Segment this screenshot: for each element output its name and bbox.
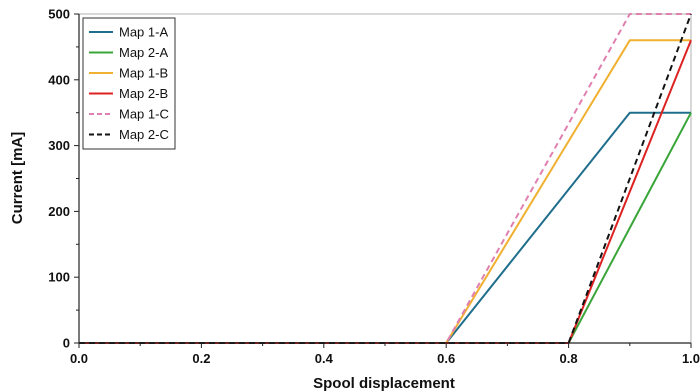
legend-label: Map 2-C — [119, 127, 169, 142]
y-tick-label: 200 — [48, 204, 70, 219]
legend-label: Map 1-B — [119, 66, 168, 81]
plot-frame — [78, 13, 692, 344]
y-tick-label: 300 — [48, 138, 70, 153]
legend-label: Map 1-A — [119, 25, 168, 40]
x-tick-label: 0.2 — [192, 351, 210, 366]
legend: Map 1-A Map 2-A Map 1-B Map 2-B Map 1-C Map 2… — [82, 17, 176, 150]
legend-box — [82, 17, 176, 150]
plot-area — [78, 13, 692, 344]
x-tick-label: 1.0 — [682, 351, 700, 366]
x-tick-label: 0.4 — [315, 351, 334, 366]
y-tick-label: 0 — [63, 336, 70, 351]
x-axis-label: Spool displacement — [313, 375, 455, 392]
legend-label: Map 2-B — [119, 86, 168, 101]
ticks: 0.0 0.2 0.4 0.6 0.8 1.0 0 100 200 300 400 500 — [48, 7, 700, 367]
x-tick-label: 0.6 — [437, 351, 455, 366]
y-axis-label: Current [mA] — [9, 132, 26, 225]
y-tick-label: 400 — [48, 72, 70, 87]
y-tick-label: 100 — [48, 270, 70, 285]
legend-label: Map 2-A — [119, 45, 168, 60]
x-tick-label: 0.8 — [560, 351, 578, 366]
y-tick-label: 500 — [48, 7, 70, 22]
legend-label: Map 1-C — [119, 107, 169, 122]
x-tick-label: 0.0 — [70, 351, 88, 366]
